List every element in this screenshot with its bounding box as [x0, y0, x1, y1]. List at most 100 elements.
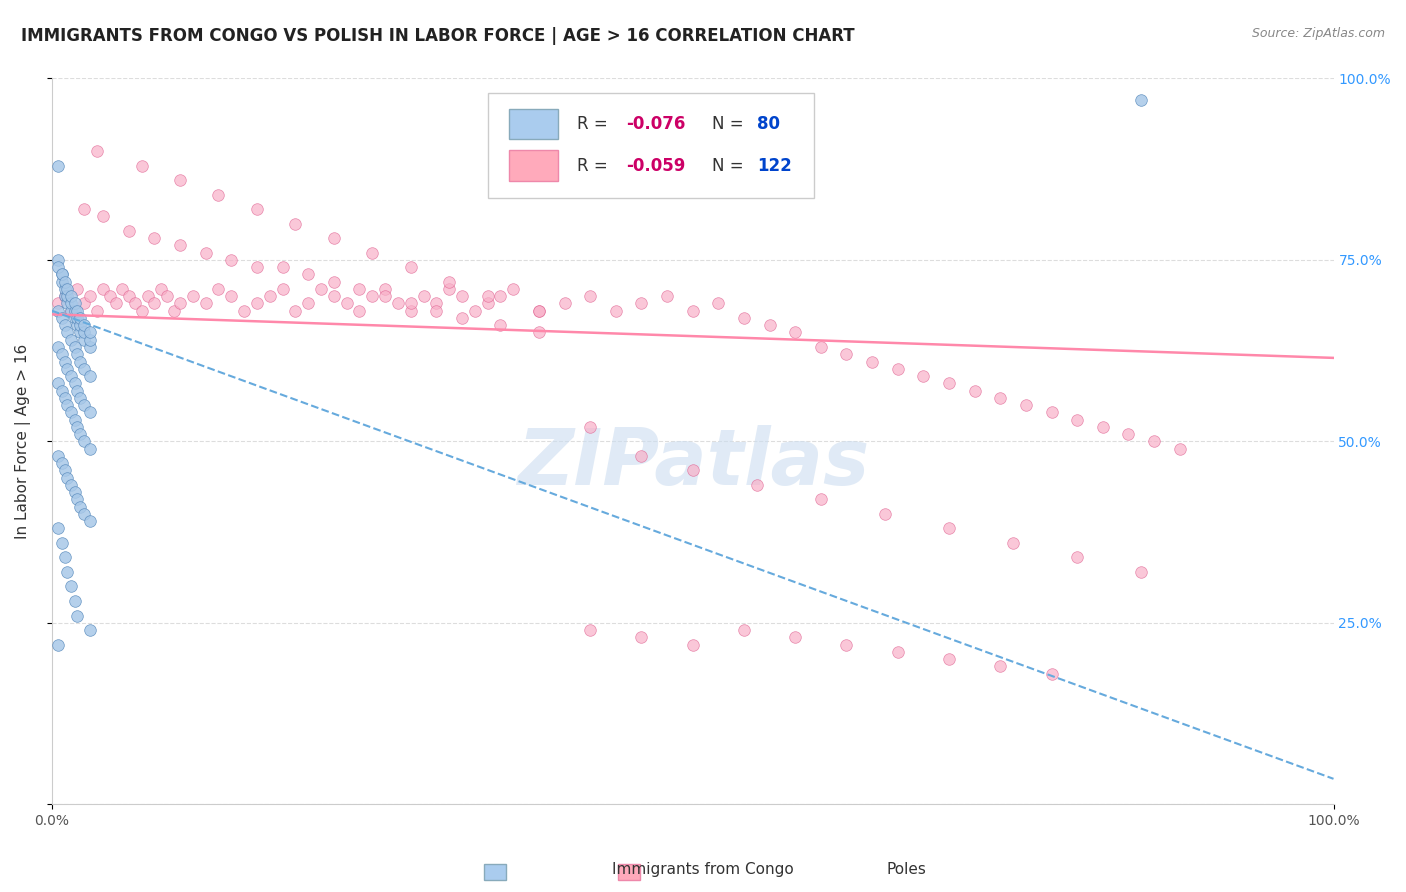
- Point: [46, 376, 69, 391]
- Point: [69, 427, 91, 442]
- Point: [259, 289, 281, 303]
- Point: [91, 282, 114, 296]
- Point: [51, 456, 73, 470]
- Bar: [619, 864, 640, 880]
- Point: [233, 303, 256, 318]
- Bar: [509, 109, 558, 139]
- Point: [53, 289, 76, 303]
- Point: [1168, 442, 1191, 456]
- Point: [246, 296, 269, 310]
- Point: [169, 238, 191, 252]
- Point: [60, 369, 83, 384]
- Point: [46, 159, 69, 173]
- Point: [477, 289, 499, 303]
- Point: [53, 289, 76, 303]
- Point: [309, 282, 332, 296]
- Point: [79, 289, 101, 303]
- Point: [69, 391, 91, 405]
- Point: [63, 310, 86, 325]
- Point: [194, 245, 217, 260]
- Point: [51, 268, 73, 282]
- Point: [219, 252, 242, 267]
- Point: [605, 303, 627, 318]
- Point: [69, 310, 91, 325]
- Point: [79, 442, 101, 456]
- Point: [374, 282, 396, 296]
- Point: [118, 289, 141, 303]
- Point: [46, 260, 69, 275]
- Point: [297, 268, 319, 282]
- Point: [56, 289, 79, 303]
- Point: [66, 492, 89, 507]
- Point: [399, 303, 422, 318]
- Point: [810, 492, 832, 507]
- Point: [111, 282, 134, 296]
- Point: [1066, 550, 1088, 565]
- Point: [938, 376, 960, 391]
- Point: [79, 369, 101, 384]
- Text: R =: R =: [578, 115, 613, 133]
- Point: [682, 638, 704, 652]
- Point: [246, 260, 269, 275]
- Point: [66, 282, 89, 296]
- Point: [349, 303, 371, 318]
- Point: [79, 326, 101, 340]
- Point: [63, 376, 86, 391]
- Point: [579, 623, 602, 637]
- Point: [73, 202, 96, 216]
- Point: [73, 434, 96, 449]
- Point: [60, 289, 83, 303]
- Text: -0.059: -0.059: [626, 157, 685, 175]
- Point: [887, 361, 910, 376]
- Point: [271, 282, 294, 296]
- Text: R =: R =: [578, 157, 613, 175]
- Point: [1118, 427, 1140, 442]
- Point: [349, 282, 371, 296]
- Point: [46, 296, 69, 310]
- Point: [66, 608, 89, 623]
- Point: [489, 318, 512, 333]
- Point: [46, 521, 69, 535]
- Point: [66, 384, 89, 398]
- Point: [1091, 420, 1114, 434]
- Point: [73, 398, 96, 412]
- Point: [73, 333, 96, 347]
- Point: [46, 252, 69, 267]
- Point: [46, 303, 69, 318]
- Point: [412, 289, 434, 303]
- Point: [284, 217, 307, 231]
- Point: [73, 318, 96, 333]
- Point: [682, 303, 704, 318]
- Point: [181, 289, 204, 303]
- Point: [69, 318, 91, 333]
- Point: [66, 310, 89, 325]
- Point: [361, 245, 384, 260]
- Point: [51, 384, 73, 398]
- Point: [156, 289, 179, 303]
- Point: [887, 645, 910, 659]
- Point: [46, 449, 69, 463]
- Point: [322, 231, 344, 245]
- Point: [60, 303, 83, 318]
- Point: [53, 354, 76, 368]
- Point: [60, 303, 83, 318]
- Point: [630, 449, 652, 463]
- Point: [361, 289, 384, 303]
- Point: [46, 340, 69, 354]
- Point: [69, 354, 91, 368]
- Point: [425, 296, 447, 310]
- Point: [630, 630, 652, 644]
- Point: [98, 289, 121, 303]
- Point: [53, 318, 76, 333]
- Point: [60, 580, 83, 594]
- Point: [66, 303, 89, 318]
- Point: [63, 303, 86, 318]
- Point: [271, 260, 294, 275]
- Y-axis label: In Labor Force | Age > 16: In Labor Force | Age > 16: [15, 343, 31, 539]
- Point: [425, 303, 447, 318]
- Text: N =: N =: [711, 157, 749, 175]
- Text: -0.076: -0.076: [626, 115, 685, 133]
- Point: [162, 303, 184, 318]
- Point: [73, 361, 96, 376]
- Point: [169, 173, 191, 187]
